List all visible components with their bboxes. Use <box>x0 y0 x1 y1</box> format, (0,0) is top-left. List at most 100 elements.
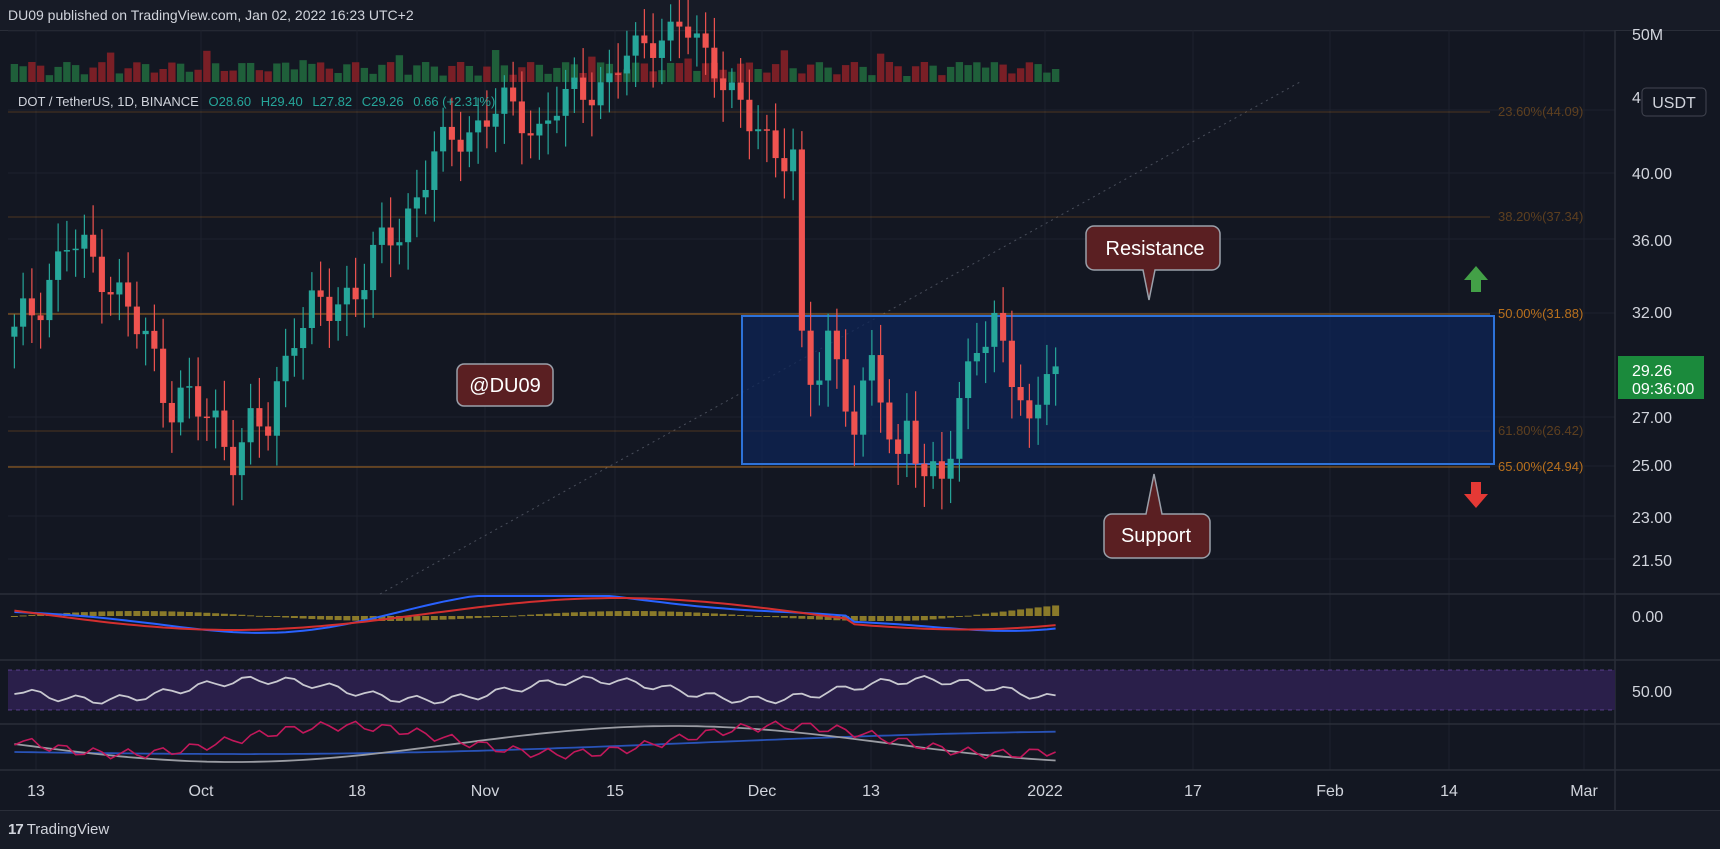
macd-histogram-bar <box>177 611 185 616</box>
macd-histogram-bar <box>80 612 88 616</box>
price-chart[interactable]: 23.60%(44.09) 38.20%(37.34) 50.00%(31.88) 6… <box>0 0 1720 810</box>
volume-bar <box>386 62 395 82</box>
volume-bar <box>500 65 509 82</box>
volume-bar <box>220 70 229 82</box>
volume-bar <box>273 63 281 82</box>
macd-histogram-bar <box>570 612 578 616</box>
volume-bar <box>159 68 167 82</box>
volume-bar <box>176 63 185 82</box>
macd-histogram-bar <box>439 616 447 620</box>
time-axis[interactable]: 13 Oct 18 Nov 15 Dec 13 2022 17 Feb 14 Mar <box>27 783 1598 800</box>
candle-body <box>868 355 875 381</box>
volume-bar <box>203 50 211 82</box>
volume-bar <box>395 55 404 82</box>
candle-body <box>580 77 587 100</box>
volume-bar <box>1043 72 1051 82</box>
time-tick: Dec <box>748 783 776 800</box>
macd-histogram-bar <box>597 611 605 616</box>
macd-histogram-bar <box>457 616 465 619</box>
time-tick: 2022 <box>1027 783 1063 800</box>
candle-body <box>125 282 132 307</box>
candle-body <box>238 442 245 476</box>
macd-histogram-bar <box>859 616 867 621</box>
candle-body <box>483 120 490 127</box>
price-axis[interactable]: 50M 4 40.00 36.00 32.00 27.00 25.00 23.00 21.50 <box>1632 27 1672 570</box>
legend-close: C29.26 <box>362 94 404 109</box>
volume-bar <box>588 56 596 82</box>
volume-bar <box>343 64 351 82</box>
candle-body <box>361 290 368 300</box>
macd-histogram-bar <box>430 616 438 621</box>
macd-histogram-bar <box>220 613 228 616</box>
volume-bar <box>168 62 176 82</box>
macd-histogram-bar <box>308 616 316 619</box>
volume-bar <box>1051 68 1060 82</box>
volume-bar <box>1016 68 1025 82</box>
candle-body <box>860 380 867 435</box>
macd-histogram-bar <box>413 616 421 621</box>
candle-body <box>702 33 709 48</box>
watermark-callout[interactable]: @DU09 <box>456 363 554 407</box>
macd-histogram-bar <box>815 616 823 620</box>
macd-histogram-bar <box>807 616 815 620</box>
currency-label: USDT <box>1652 95 1696 112</box>
time-tick: 13 <box>862 783 880 800</box>
macd-histogram-bar <box>640 611 648 616</box>
candle-body <box>938 461 945 479</box>
volume-bar <box>666 62 675 82</box>
volume-bar <box>1034 64 1042 82</box>
macd-histogram-bar <box>535 614 543 616</box>
candle-body <box>343 287 350 305</box>
macd-histogram-bar <box>509 615 517 617</box>
volume-bar <box>990 62 999 82</box>
currency-badge[interactable]: USDT <box>1641 87 1707 117</box>
volume-bar <box>483 66 491 82</box>
candle-body <box>1017 387 1024 401</box>
candle-body <box>842 359 849 412</box>
candle-body <box>475 120 482 133</box>
candle-body <box>212 410 219 418</box>
macd-histogram-bar <box>614 611 622 616</box>
volume-bar <box>351 62 360 82</box>
stochastic-pane <box>14 720 1056 763</box>
volume-bar <box>229 70 237 82</box>
candle-body <box>422 189 429 198</box>
candle-body <box>151 330 158 349</box>
time-tick: 14 <box>1440 783 1458 800</box>
volume-bar <box>798 73 806 82</box>
candle-body <box>168 402 175 423</box>
volume-bar <box>63 62 71 82</box>
consolidation-zone[interactable] <box>741 315 1495 465</box>
candle-body <box>457 139 464 152</box>
volume-bar <box>133 62 141 82</box>
volume-bar <box>290 69 299 82</box>
support-callout[interactable]: Support <box>1103 473 1211 559</box>
time-tick: 18 <box>348 783 366 800</box>
candle-body <box>370 244 377 291</box>
volume-bar <box>150 72 159 82</box>
macd-histogram-bar <box>89 611 97 616</box>
macd-histogram-bar <box>772 616 780 618</box>
macd-histogram-bar <box>562 612 570 616</box>
fib-label: 23.60%(44.09) <box>1498 104 1583 119</box>
volume-bar <box>999 64 1007 82</box>
resistance-callout[interactable]: Resistance <box>1085 225 1221 301</box>
candle-body <box>20 298 27 327</box>
volume-bar <box>553 67 561 82</box>
volume-bar <box>115 73 124 82</box>
volume-bar <box>946 66 955 82</box>
fib-label: 65.00%(24.94) <box>1498 459 1583 474</box>
fib-label: 38.20%(37.34) <box>1498 209 1583 224</box>
candle-body <box>335 304 342 321</box>
candle-body <box>230 446 237 476</box>
volume-bar <box>544 73 552 82</box>
price-tick: 40.00 <box>1632 166 1672 183</box>
price-tick: 25.00 <box>1632 458 1672 475</box>
volume-bar <box>421 62 430 82</box>
volume-bar <box>955 62 964 82</box>
rsi-band <box>8 670 1615 710</box>
macd-histogram-bar <box>588 611 596 616</box>
macd-histogram-bar <box>247 615 255 617</box>
tradingview-logo[interactable]: 17 TradingView <box>8 821 109 838</box>
candle-body <box>396 242 403 246</box>
